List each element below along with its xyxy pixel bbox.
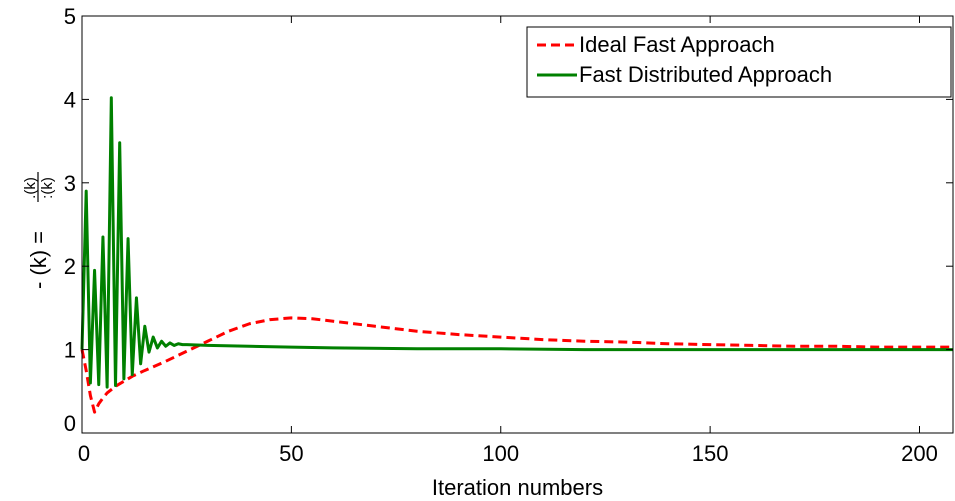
y-axis-title: - (k) = .(k) :(k)	[22, 172, 56, 289]
legend-box	[526, 26, 952, 98]
y-tick-label: 2	[64, 254, 76, 279]
y-tick-label: 1	[64, 338, 76, 363]
y-tick-label: 4	[64, 87, 76, 112]
x-tick-label: 0	[78, 441, 90, 466]
series-layer	[80, 96, 953, 414]
ticks-layer: 0 50 100 150 200 0 1 2 3 4 5	[64, 4, 953, 466]
x-tick-label: 50	[279, 441, 303, 466]
y-axis-title-text: - (k) =	[26, 231, 51, 289]
x-tick-label: 100	[482, 441, 519, 466]
x-axis-title: Iteration numbers	[432, 475, 603, 500]
x-tick-label: 200	[901, 441, 938, 466]
plot-frame	[81, 15, 954, 434]
x-tick-label: 150	[692, 441, 729, 466]
series-line-fast-distributed	[80, 96, 953, 389]
y-axis-title-numerator: .(k)	[22, 177, 39, 199]
y-tick-label: 5	[64, 4, 76, 29]
y-tick-label: 0	[64, 411, 76, 436]
legend: Ideal Fast Approach Fast Distributed App…	[526, 26, 952, 98]
y-tick-label: 3	[64, 171, 76, 196]
legend-label-fast-distributed: Fast Distributed Approach	[579, 62, 832, 87]
legend-label-ideal-fast: Ideal Fast Approach	[579, 32, 775, 57]
series-line-ideal-fast	[80, 316, 953, 414]
y-axis-title-denominator: :(k)	[39, 177, 56, 199]
